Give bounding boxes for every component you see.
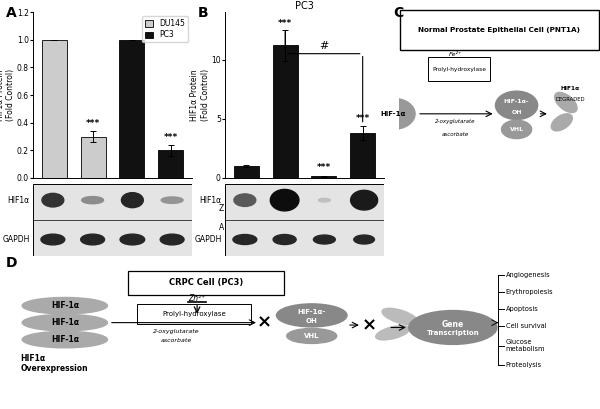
Ellipse shape xyxy=(121,193,143,208)
Text: +: + xyxy=(359,204,367,214)
Text: AFC 25μM: AFC 25μM xyxy=(91,227,134,237)
FancyBboxPatch shape xyxy=(137,304,251,324)
Text: Proteolysis: Proteolysis xyxy=(506,362,542,368)
Ellipse shape xyxy=(376,326,410,340)
Text: HIF-1α-: HIF-1α- xyxy=(504,99,529,103)
Text: C: C xyxy=(393,6,403,20)
Text: Prolyl-hydroxylase: Prolyl-hydroxylase xyxy=(432,67,487,72)
Bar xyxy=(234,166,259,178)
Text: VHL: VHL xyxy=(304,333,320,339)
Text: Glucose
metabolism: Glucose metabolism xyxy=(506,339,545,352)
Ellipse shape xyxy=(41,234,65,245)
Text: ×: × xyxy=(362,316,377,334)
Y-axis label: HIF1α Protein
(Fold Control): HIF1α Protein (Fold Control) xyxy=(0,69,16,121)
Ellipse shape xyxy=(371,98,415,129)
Text: HIF-1α: HIF-1α xyxy=(51,335,79,344)
Text: -: - xyxy=(283,204,287,214)
Bar xyxy=(158,151,183,178)
Text: Cell survival: Cell survival xyxy=(506,323,547,329)
FancyBboxPatch shape xyxy=(428,57,490,81)
Text: AFC  10μM: AFC 10μM xyxy=(219,223,260,232)
Ellipse shape xyxy=(22,297,107,314)
Text: DEGRADED: DEGRADED xyxy=(555,97,584,102)
Text: A: A xyxy=(6,6,17,20)
Ellipse shape xyxy=(22,331,107,348)
Text: OH: OH xyxy=(511,110,522,115)
Text: ZnCl₂ 10μM: ZnCl₂ 10μM xyxy=(219,204,263,213)
Text: HIF-1α: HIF-1α xyxy=(51,301,79,310)
Ellipse shape xyxy=(273,234,296,245)
Text: ***: *** xyxy=(164,133,178,142)
Text: HIF-1α-: HIF-1α- xyxy=(298,309,326,315)
Text: ***: *** xyxy=(278,19,292,28)
Y-axis label: HIF1α Protein
(Fold Control): HIF1α Protein (Fold Control) xyxy=(190,69,210,121)
Text: Gene: Gene xyxy=(442,320,464,329)
Ellipse shape xyxy=(271,189,299,211)
Ellipse shape xyxy=(80,234,104,245)
Text: Erythropoiesis: Erythropoiesis xyxy=(506,290,553,295)
FancyBboxPatch shape xyxy=(400,10,599,50)
Title: PC3: PC3 xyxy=(295,2,314,11)
Text: OH: OH xyxy=(306,318,317,324)
Text: ***: *** xyxy=(317,163,331,172)
Bar xyxy=(119,40,145,178)
Text: 2-oxyglutarate: 2-oxyglutarate xyxy=(153,329,200,334)
Ellipse shape xyxy=(277,304,347,327)
Bar xyxy=(350,133,375,178)
Ellipse shape xyxy=(502,120,532,139)
Text: Normal Prostate Epithelial Cell (PNT1A): Normal Prostate Epithelial Cell (PNT1A) xyxy=(419,27,581,33)
Ellipse shape xyxy=(554,92,577,112)
Text: #: # xyxy=(319,41,329,51)
Text: Apoptosis: Apoptosis xyxy=(506,306,539,312)
Text: HIF1α: HIF1α xyxy=(560,86,580,91)
Bar xyxy=(272,45,298,178)
Ellipse shape xyxy=(233,234,257,245)
Text: 2-oxyglutarate: 2-oxyglutarate xyxy=(435,119,476,124)
Text: Transcription: Transcription xyxy=(427,330,479,336)
Ellipse shape xyxy=(287,328,337,344)
Bar xyxy=(80,137,106,178)
Text: Fe²⁺: Fe²⁺ xyxy=(449,52,462,57)
Text: ×: × xyxy=(257,314,272,332)
Ellipse shape xyxy=(409,310,497,344)
Ellipse shape xyxy=(42,193,64,207)
Text: VHL: VHL xyxy=(509,127,524,132)
Text: HIF1α: HIF1α xyxy=(8,196,30,204)
Text: GAPDH: GAPDH xyxy=(2,235,30,244)
Text: HIF1α
Overexpression: HIF1α Overexpression xyxy=(21,354,88,373)
Ellipse shape xyxy=(160,234,184,245)
Text: Prolyl-hydroxylase: Prolyl-hydroxylase xyxy=(162,311,226,317)
Text: HIF-1α: HIF-1α xyxy=(380,111,406,117)
Ellipse shape xyxy=(161,197,183,203)
Text: HIF1α: HIF1α xyxy=(200,196,222,204)
Ellipse shape xyxy=(313,235,335,244)
Ellipse shape xyxy=(350,190,377,210)
Legend: DU145, PC3: DU145, PC3 xyxy=(142,16,188,43)
Text: Angiogenesis: Angiogenesis xyxy=(506,272,550,279)
Text: +: + xyxy=(320,204,328,214)
Ellipse shape xyxy=(382,308,418,325)
Text: HIF-1α: HIF-1α xyxy=(51,318,79,327)
Ellipse shape xyxy=(496,91,538,119)
Text: CRPC Cell (PC3): CRPC Cell (PC3) xyxy=(169,278,243,287)
Ellipse shape xyxy=(120,234,145,245)
Text: ascorbate: ascorbate xyxy=(161,338,192,344)
Ellipse shape xyxy=(551,114,572,131)
FancyBboxPatch shape xyxy=(128,271,284,295)
Text: ***: *** xyxy=(86,119,100,128)
Text: D: D xyxy=(6,256,17,270)
Ellipse shape xyxy=(319,198,331,202)
Ellipse shape xyxy=(82,197,104,204)
Text: GAPDH: GAPDH xyxy=(194,235,222,244)
Text: ***: *** xyxy=(356,115,370,124)
Text: -: - xyxy=(245,204,248,214)
Ellipse shape xyxy=(22,315,107,331)
Ellipse shape xyxy=(354,235,374,244)
Bar xyxy=(42,40,67,178)
Bar xyxy=(311,176,337,178)
Text: B: B xyxy=(198,6,209,20)
Ellipse shape xyxy=(234,194,256,207)
Text: Zn²⁺: Zn²⁺ xyxy=(188,294,206,303)
Text: ascorbate: ascorbate xyxy=(442,132,469,137)
